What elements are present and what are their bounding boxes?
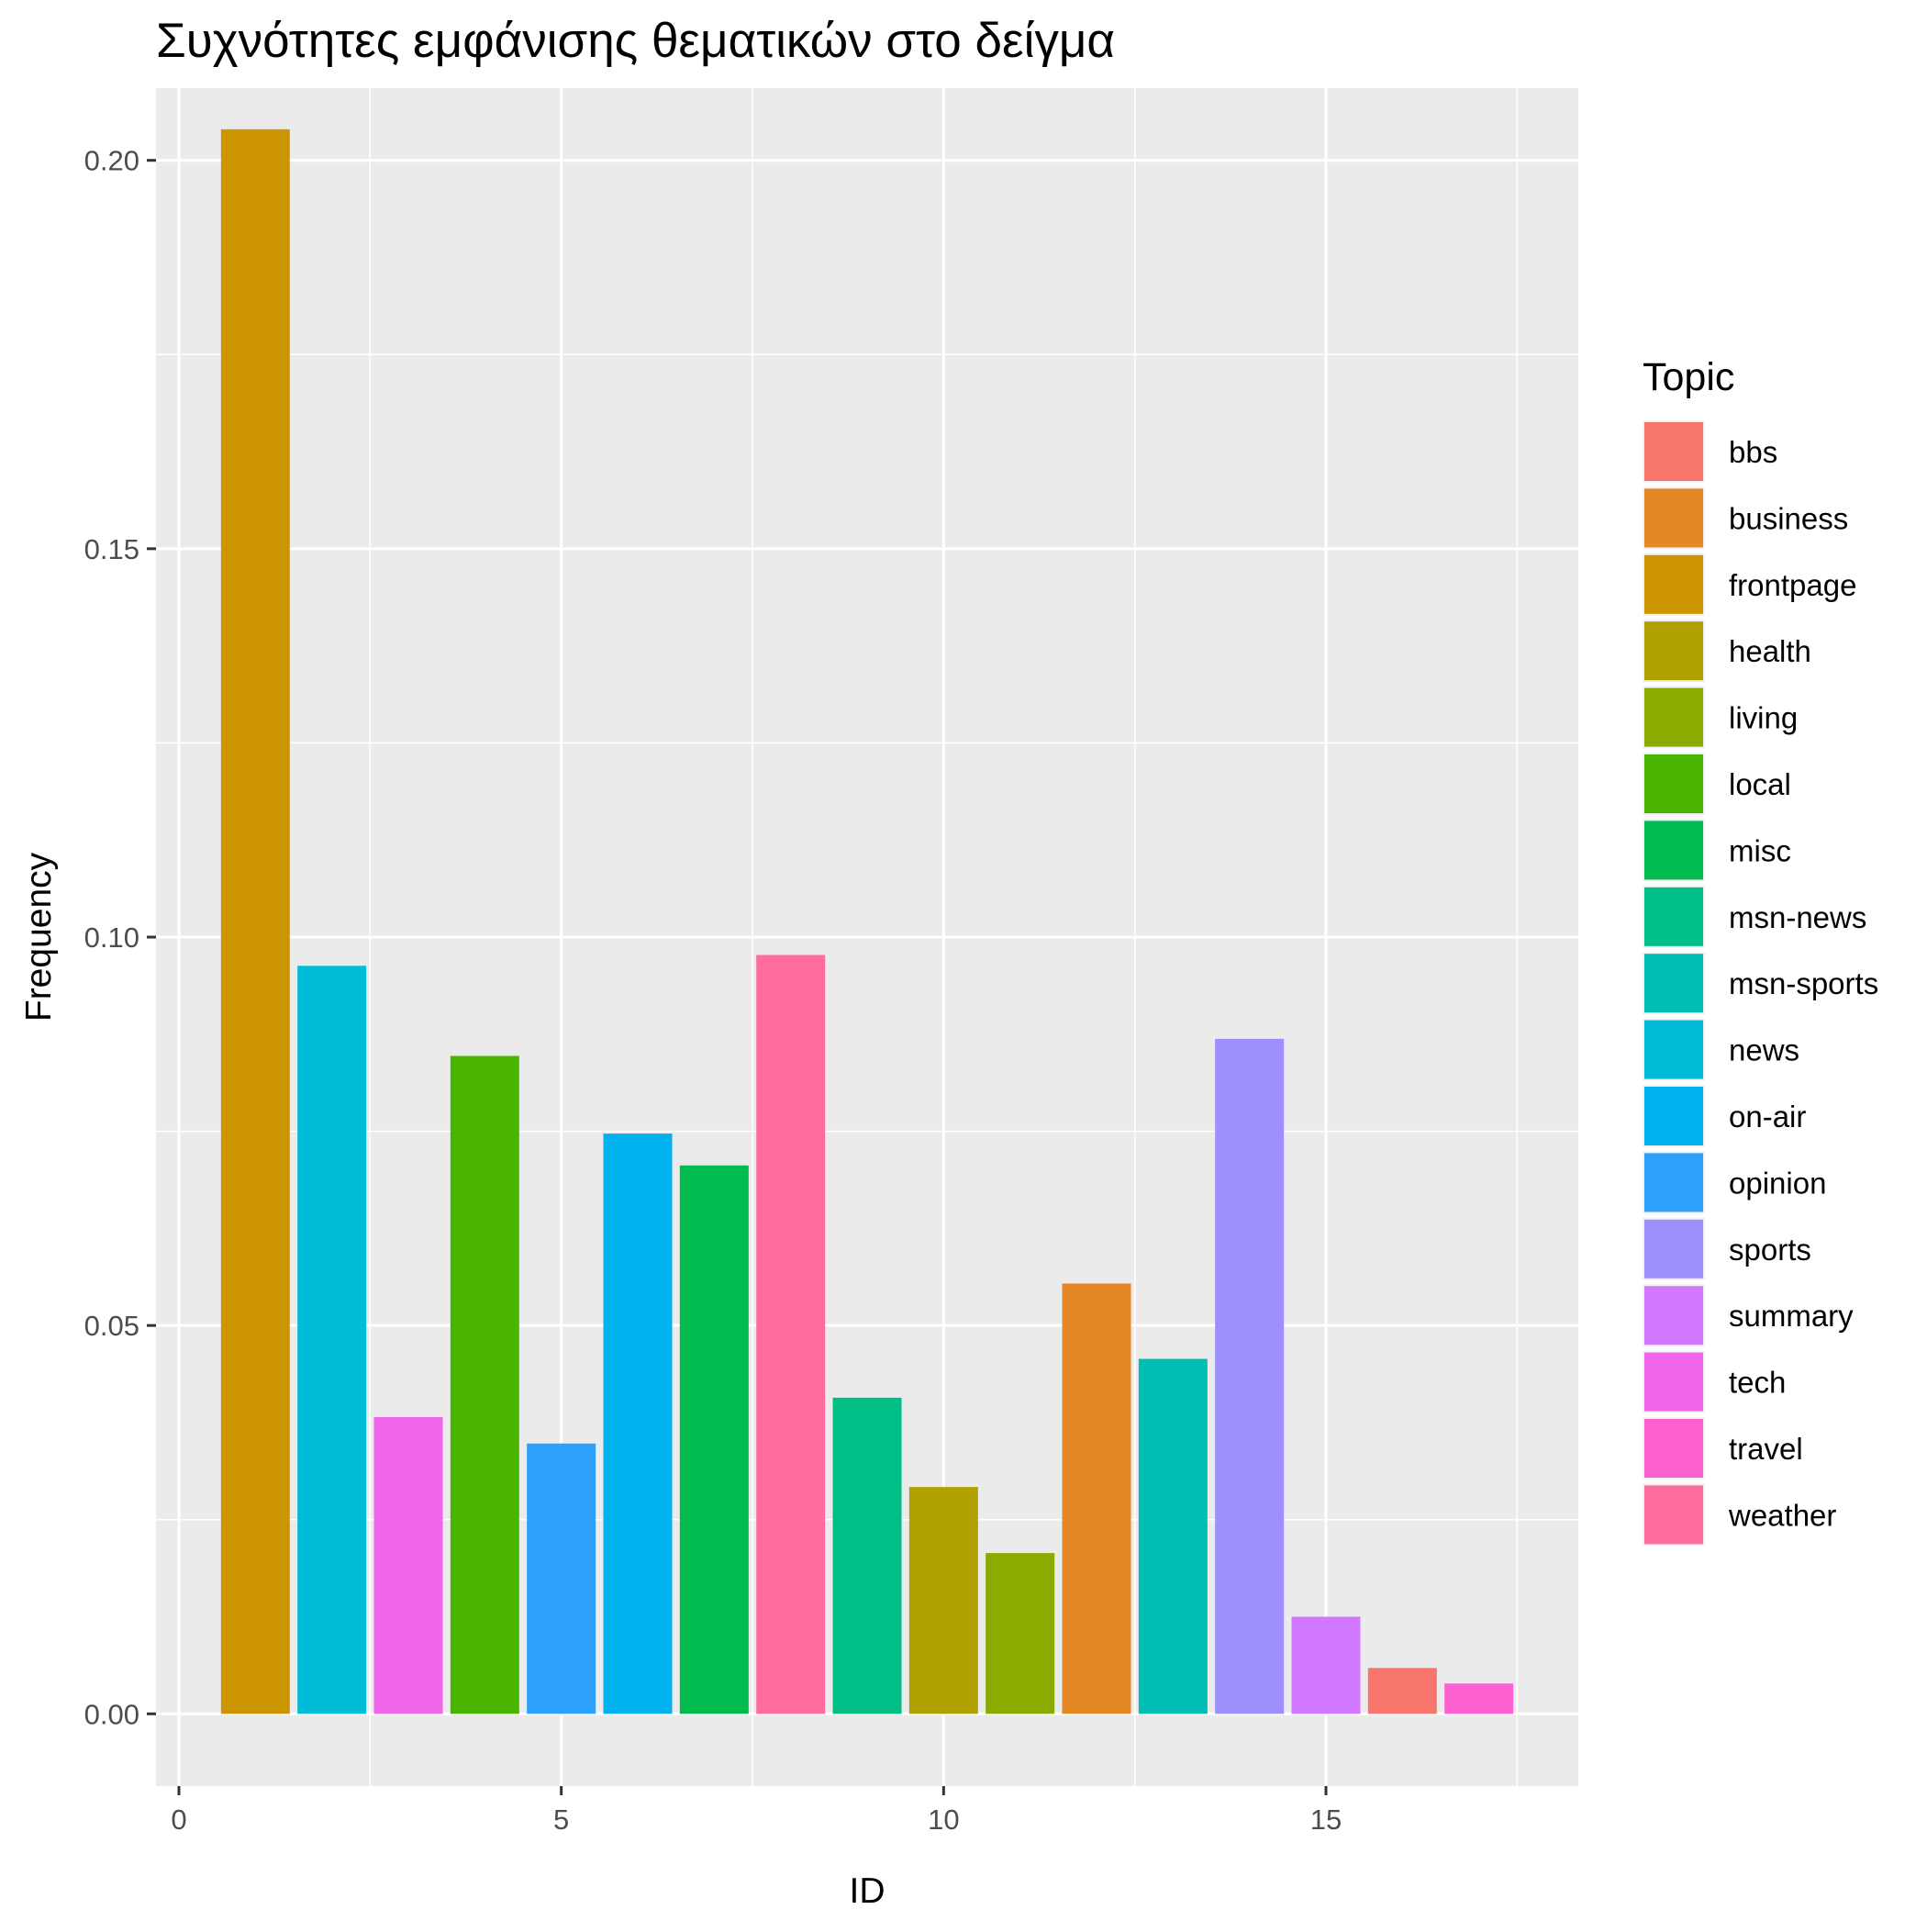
x-axis: 0 5 10 15 <box>171 1786 1342 1836</box>
bar-on-air <box>603 1134 673 1714</box>
legend-label-sports: sports <box>1729 1233 1811 1267</box>
legend-key-tech <box>1644 1352 1703 1412</box>
legend-label-business: business <box>1729 501 1848 535</box>
x-tick-label: 5 <box>553 1804 569 1836</box>
bar-news <box>297 966 367 1714</box>
legend-key-news <box>1644 1020 1703 1079</box>
y-tick-label: 0.00 <box>84 1698 139 1730</box>
legend-key-business <box>1644 488 1703 548</box>
legend-label-bbs: bbs <box>1729 435 1777 469</box>
bars <box>220 128 1514 1714</box>
legend-label-travel: travel <box>1729 1432 1803 1466</box>
x-tick-label: 10 <box>928 1804 959 1836</box>
legend: Topic bbs business frontpage health living lo… <box>1643 355 1878 1547</box>
legend-label-frontpage: frontpage <box>1729 568 1856 602</box>
bar-local <box>450 1055 519 1714</box>
legend-key-on-air <box>1644 1087 1703 1145</box>
x-tick-label: 15 <box>1310 1804 1342 1836</box>
legend-key-opinion <box>1644 1153 1703 1212</box>
legend-key-misc <box>1644 821 1703 880</box>
y-tick-label: 0.20 <box>84 145 139 177</box>
legend-label-living: living <box>1729 701 1798 735</box>
y-tick-label: 0.15 <box>84 533 139 565</box>
legend-key-msn-sports <box>1644 954 1703 1013</box>
legend-key-summary <box>1644 1286 1703 1346</box>
bar-tech <box>373 1417 443 1714</box>
bar-bbs <box>1367 1668 1437 1714</box>
bar-opinion <box>527 1443 596 1714</box>
legend-key-living <box>1644 687 1703 747</box>
y-tick-label: 0.10 <box>84 921 139 954</box>
legend-key-travel <box>1644 1419 1703 1478</box>
y-tick-label: 0.05 <box>84 1310 139 1342</box>
legend-label-tech: tech <box>1729 1366 1786 1400</box>
legend-label-local: local <box>1729 767 1791 801</box>
bar-health <box>908 1487 978 1714</box>
legend-label-misc: misc <box>1729 833 1791 867</box>
legend-label-on-air: on-air <box>1729 1100 1806 1134</box>
legend-key-sports <box>1644 1219 1703 1279</box>
chart-title: Συχνότητες εμφάνισης θεματικών στο δείγμ… <box>156 14 1115 68</box>
bar-sports <box>1215 1038 1285 1714</box>
legend-label-msn-sports: msn-sports <box>1729 966 1878 1000</box>
legend-key-weather <box>1644 1485 1703 1545</box>
legend-key-health <box>1644 621 1703 681</box>
bar-misc <box>679 1165 749 1714</box>
legend-key-msn-news <box>1644 887 1703 946</box>
legend-title: Topic <box>1643 355 1734 399</box>
bar-travel <box>1444 1683 1514 1714</box>
bar-msn-sports <box>1138 1358 1208 1714</box>
y-axis-title: Frequency <box>19 852 59 1022</box>
legend-label-msn-news: msn-news <box>1729 900 1866 934</box>
x-tick-label: 0 <box>171 1804 186 1836</box>
legend-key-frontpage <box>1644 554 1703 614</box>
bar-frontpage <box>220 128 290 1714</box>
y-axis: 0.00 0.05 0.10 0.15 0.20 <box>84 145 156 1730</box>
legend-label-weather: weather <box>1728 1498 1836 1532</box>
bar-summary <box>1291 1616 1361 1714</box>
x-axis-title: ID <box>850 1871 886 1911</box>
legend-label-health: health <box>1729 634 1811 668</box>
bar-business <box>1062 1283 1131 1714</box>
legend-entries: bbs business frontpage health living local mis… <box>1643 420 1878 1547</box>
legend-label-opinion: opinion <box>1729 1166 1826 1200</box>
bar-msn-news <box>832 1397 902 1714</box>
legend-key-local <box>1644 754 1703 813</box>
legend-key-bbs <box>1644 422 1703 481</box>
legend-label-summary: summary <box>1729 1299 1854 1333</box>
bar-weather <box>756 955 826 1714</box>
bar-living <box>986 1553 1055 1714</box>
legend-label-news: news <box>1729 1033 1799 1067</box>
